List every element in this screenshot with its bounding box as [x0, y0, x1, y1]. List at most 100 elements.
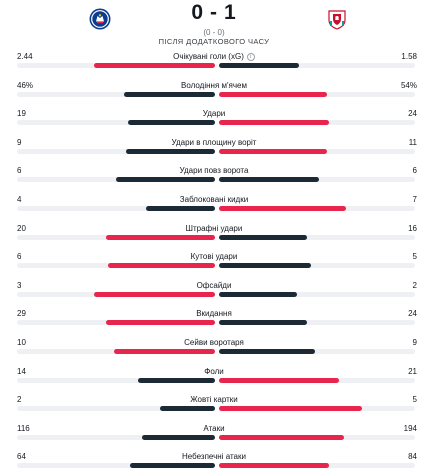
away-bar-fill	[219, 177, 319, 183]
away-bar-track	[219, 291, 415, 297]
info-icon[interactable]: i	[246, 52, 255, 61]
stat-home-value: 10	[17, 338, 26, 347]
stat-name-text: Штрафні удари	[185, 223, 243, 233]
stat-home-value: 3	[17, 280, 22, 290]
stat-row: 3 Офсайди 2	[0, 281, 428, 309]
away-bar-track	[219, 91, 415, 97]
home-bar-fill	[116, 177, 215, 183]
stat-away-value: 1.58	[401, 52, 417, 61]
away-bar-track	[219, 120, 415, 126]
stat-home-value: 2.44	[17, 52, 33, 61]
stat-name-text: Очікувані голи (xG)	[173, 52, 244, 61]
stat-away-value: 5	[412, 395, 417, 405]
away-bar-fill	[219, 406, 363, 412]
home-bar-fill	[106, 320, 215, 326]
stat-row: 64 Небезпечні атаки 84	[0, 452, 428, 471]
away-bar-fill	[219, 263, 312, 269]
home-bar-fill	[114, 349, 215, 354]
stat-row: 10 Сейви воротаря 9	[0, 338, 428, 366]
stat-name-text: Володіння м'ячем	[181, 80, 247, 90]
home-bar-track	[17, 434, 215, 440]
period-note: після додаткового часу	[158, 37, 270, 46]
stat-away-value: 2	[412, 280, 417, 290]
away-bar-fill	[219, 234, 308, 240]
away-bar-track	[219, 234, 415, 240]
home-score: 0	[191, 1, 204, 24]
home-bar-fill	[159, 406, 215, 412]
stat-name: Жовті картки	[0, 395, 428, 404]
stat-away-value: 16	[408, 223, 417, 233]
stat-name: Небезпечні атаки	[0, 452, 428, 461]
away-bar-track	[219, 63, 415, 68]
away-bar-track	[219, 177, 415, 183]
stat-away-value: 9	[412, 338, 417, 347]
stat-away-value: 24	[408, 109, 417, 119]
stat-row: 6 Удари повз ворота 6	[0, 166, 428, 194]
stat-row: 14 Фоли 21	[0, 367, 428, 395]
home-bar-track	[17, 206, 215, 211]
stat-name: Кутові удари	[0, 252, 428, 261]
stat-row: 116 Атаки 194	[0, 424, 428, 452]
away-bar-track	[219, 349, 415, 354]
stat-name-text: Сейви воротаря	[184, 338, 244, 347]
stat-name: Офсайди	[0, 281, 428, 290]
liverpool-crest-icon[interactable]	[326, 8, 348, 30]
stat-row: 20 Штрафні удари 16	[0, 224, 428, 252]
stat-name-text: Жовті картки	[190, 395, 238, 405]
home-bar-track	[17, 177, 215, 183]
away-bar-fill	[219, 377, 339, 383]
home-bar-track	[17, 263, 215, 269]
away-bar-fill	[219, 148, 327, 154]
away-score: 1	[224, 1, 237, 24]
away-bar-fill	[219, 120, 329, 126]
stat-home-value: 6	[17, 252, 22, 262]
stat-row: 2.44 Очікувані голи (xG) i 1.58	[0, 52, 428, 80]
stat-home-value: 20	[17, 223, 26, 233]
stat-name-text: Заблоковані кидки	[179, 195, 249, 204]
stat-away-value: 6	[412, 166, 417, 176]
home-bar-fill	[141, 434, 215, 440]
home-bar-track	[17, 349, 215, 354]
home-bar-track	[17, 234, 215, 240]
home-bar-fill	[94, 291, 215, 297]
stat-name-text: Кутові удари	[190, 252, 238, 262]
away-bar-fill	[219, 320, 308, 326]
away-bar-fill	[219, 91, 327, 97]
stat-name-text: Вкидання	[196, 309, 232, 319]
match-header: 0-1 (0 - 0) після додаткового часу	[0, 0, 428, 48]
stat-row: 6 Кутові удари 5	[0, 252, 428, 280]
stat-name: Удари в площину воріт	[0, 138, 428, 147]
stat-away-value: 54%	[400, 80, 417, 90]
home-bar-track	[17, 63, 215, 68]
aggregate-score: (0 - 0)	[0, 28, 428, 37]
away-bar-track	[219, 206, 415, 211]
stat-name: Заблоковані кидки	[0, 195, 428, 204]
stat-home-value: 4	[17, 195, 22, 204]
stat-row: 9 Удари в площину воріт 11	[0, 138, 428, 166]
aggregate-text: (0 - 0)	[203, 28, 225, 37]
stat-name-text: Офсайди	[196, 280, 232, 290]
stat-name: Фоли	[0, 367, 428, 376]
stat-home-value: 19	[17, 109, 26, 119]
chelsea-crest-icon[interactable]	[89, 8, 111, 30]
away-bar-track	[219, 377, 415, 383]
away-bar-track	[219, 263, 415, 269]
home-bar-fill	[127, 120, 215, 126]
stat-away-value: 194	[403, 423, 417, 433]
stat-name-text: Удари в площину воріт	[171, 137, 257, 147]
home-bar-track	[17, 377, 215, 383]
stat-name: Удари повз ворота	[0, 166, 428, 175]
stat-row: 19 Удари 24	[0, 109, 428, 137]
home-bar-fill	[106, 234, 215, 240]
stat-away-value: 5	[412, 252, 417, 262]
home-bar-track	[17, 406, 215, 412]
stat-row: 4 Заблоковані кидки 7	[0, 195, 428, 223]
stat-name-text: Удари	[202, 109, 226, 119]
home-bar-fill	[108, 263, 215, 269]
home-bar-fill	[137, 377, 215, 383]
stat-home-value: 46%	[17, 80, 34, 90]
stat-name: Володіння м'ячем	[0, 81, 428, 90]
away-bar-fill	[219, 291, 298, 297]
home-bar-track	[17, 148, 215, 154]
stat-home-value: 9	[17, 137, 22, 147]
